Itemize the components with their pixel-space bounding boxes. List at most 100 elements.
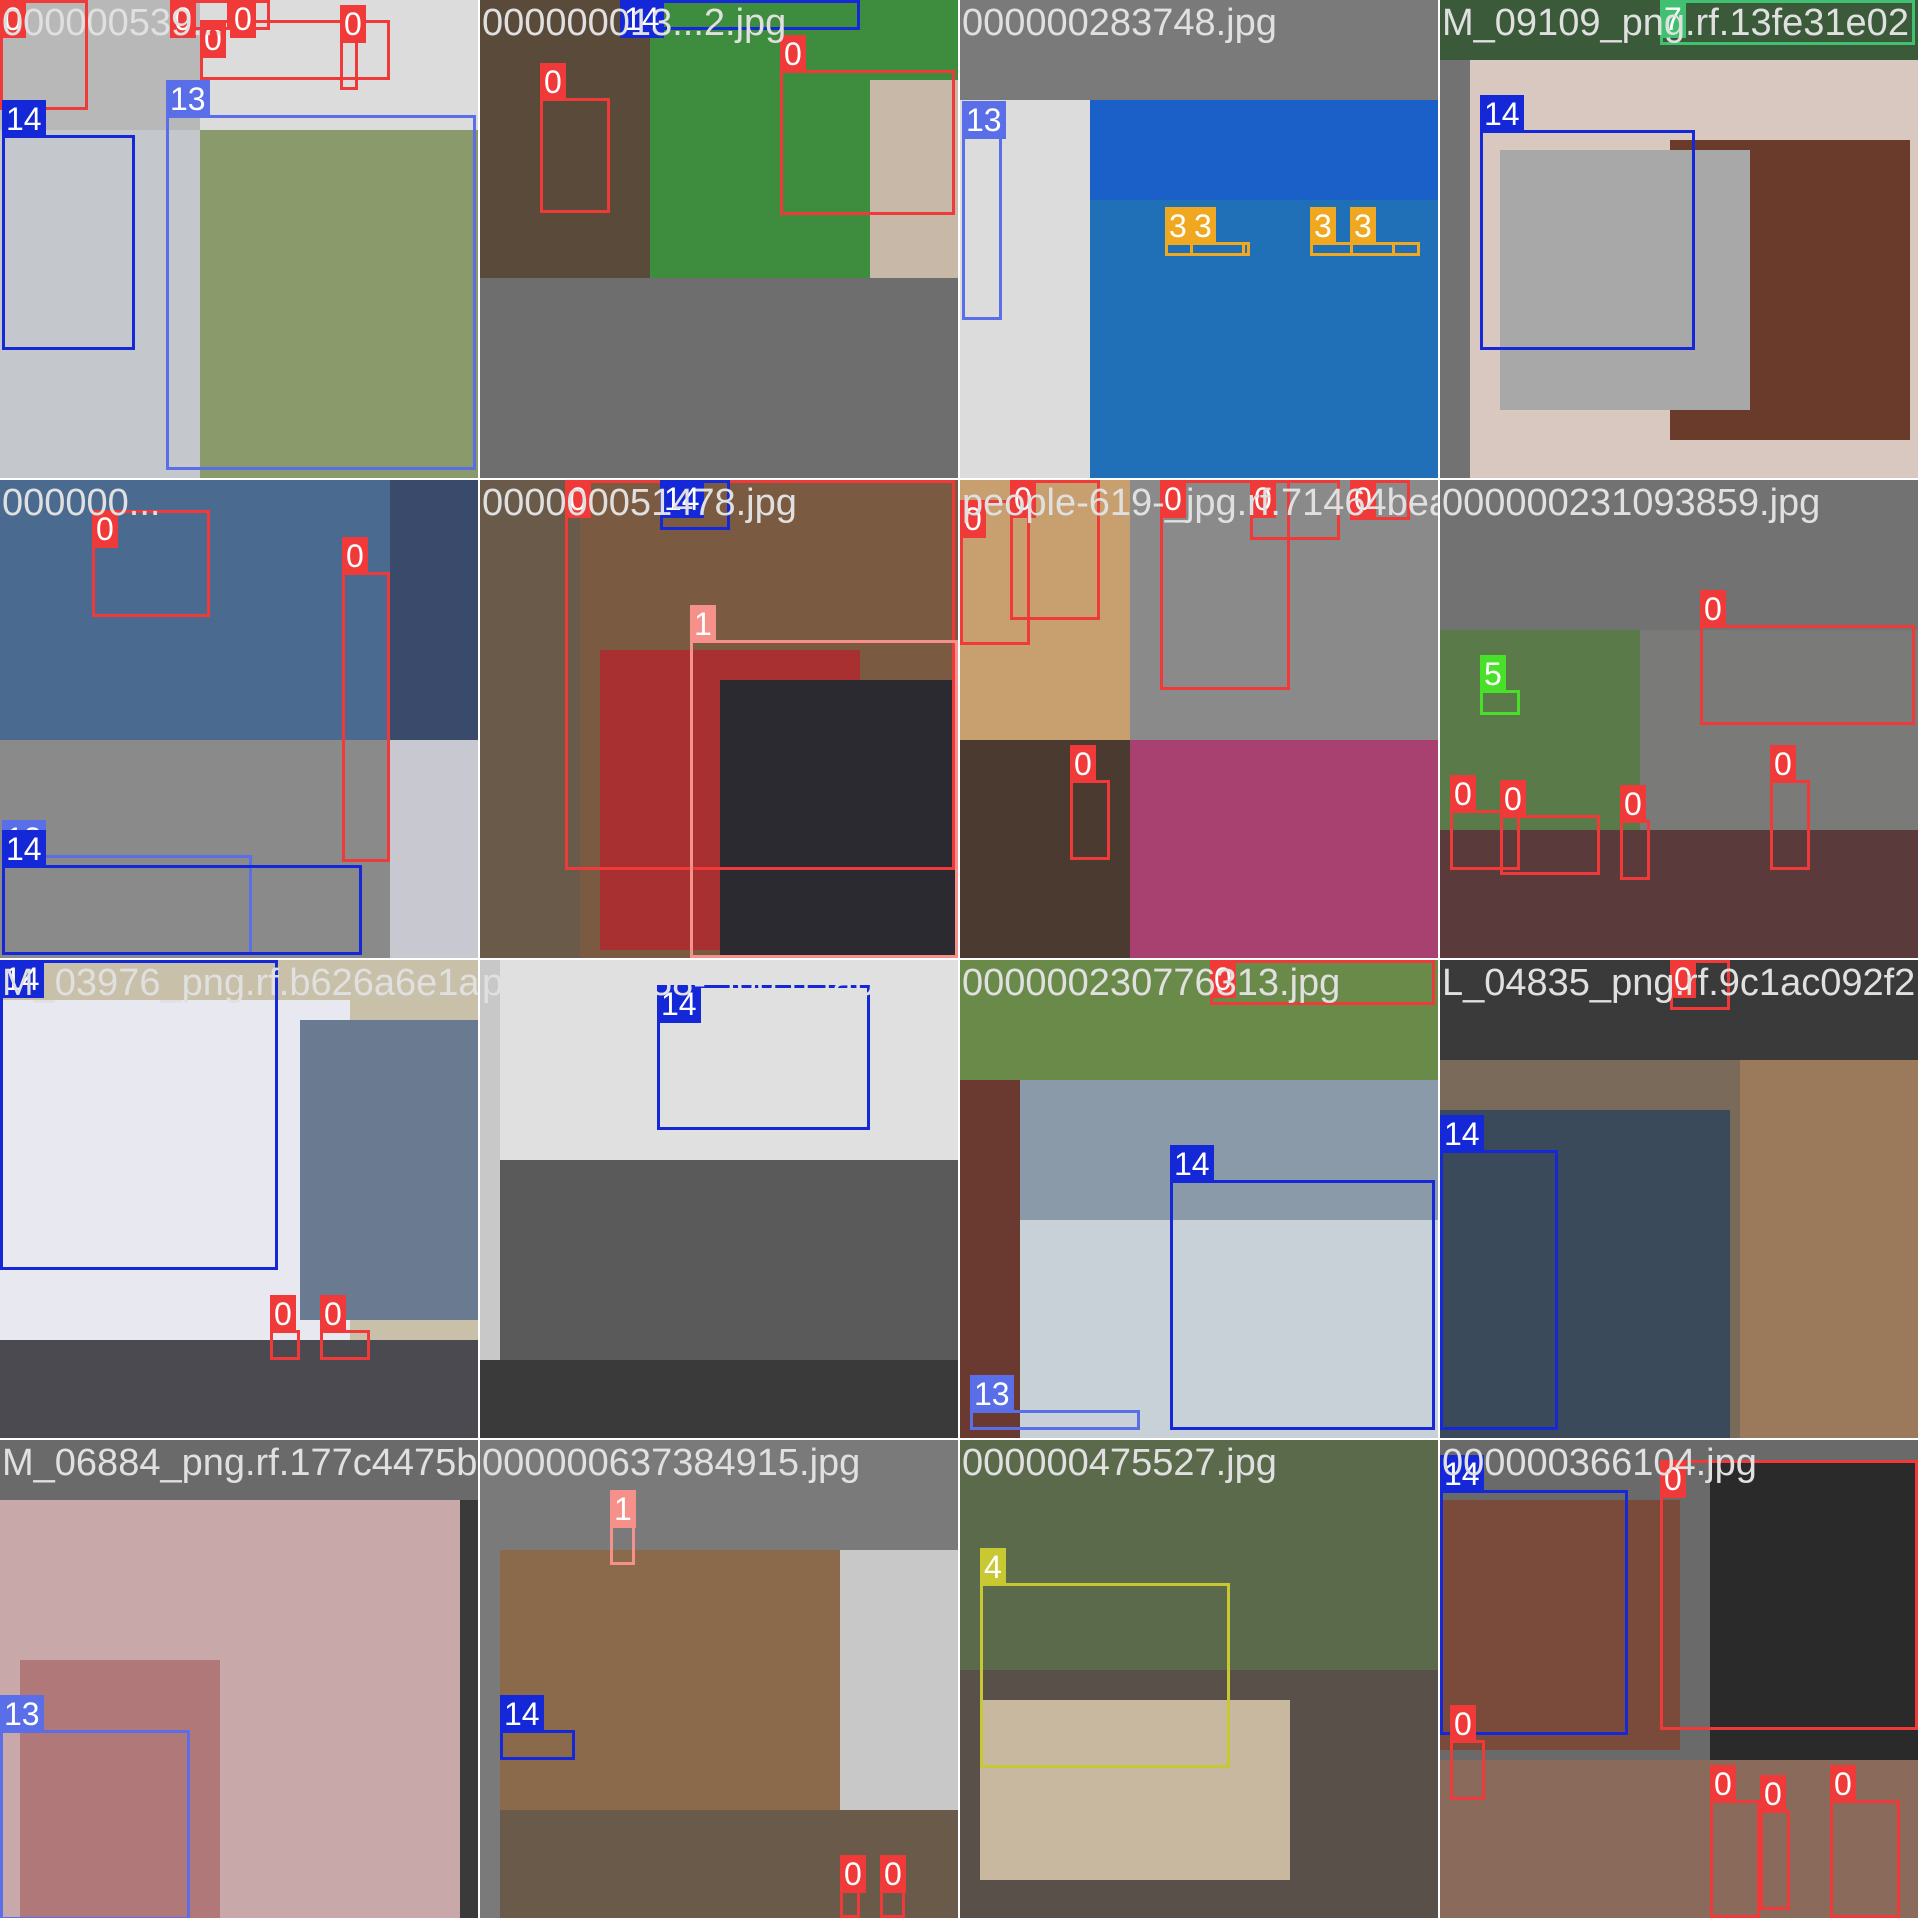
class-label: 14 xyxy=(1440,1115,1484,1153)
image-region xyxy=(300,1020,478,1320)
image-region xyxy=(20,1660,220,1918)
image-region xyxy=(1130,480,1438,740)
bounding-box: 1 xyxy=(690,605,958,958)
mosaic-tile: 0 1 14 000000051478.jpg xyxy=(480,480,958,958)
class-label: 1 xyxy=(610,1490,636,1528)
bounding-box: 14 xyxy=(2,830,362,955)
class-label: 14 xyxy=(500,1695,544,1733)
bounding-box: 0 xyxy=(960,500,1030,645)
mosaic-tile: 13 3 3 3 3 000000283748.jpg xyxy=(960,0,1438,478)
class-label: 0 xyxy=(230,0,256,38)
bounding-box: 0 xyxy=(200,20,390,80)
tile-filename: 000000230776313.jpg xyxy=(962,962,1341,1004)
class-label: 14 xyxy=(1170,1145,1214,1183)
class-label: 14 xyxy=(1480,95,1524,133)
image-region xyxy=(390,480,478,740)
bounding-box: 3 xyxy=(1190,207,1245,256)
class-label: 13 xyxy=(962,101,1006,139)
mosaic-tile: 001314000000... xyxy=(0,480,478,958)
bounding-box: 0 xyxy=(1670,960,1730,1010)
bounding-box: 7 xyxy=(1660,0,1915,45)
image-region xyxy=(960,100,1090,478)
class-label: 0 xyxy=(960,500,986,538)
class-label: 0 xyxy=(880,1855,906,1893)
mosaic-tile: 13 M_06884_png.rf.177c4475b... xyxy=(0,1440,478,1918)
image-region xyxy=(500,1160,958,1360)
mosaic-tile: 4 000000475527.jpg xyxy=(960,1440,1438,1918)
bounding-box: 14 xyxy=(1170,1145,1435,1430)
mosaic-tile: 0 0 0 0 0 0 people-619-_jpg.rf.71464bea... xyxy=(960,480,1438,958)
class-label: 0 xyxy=(270,1295,296,1333)
mosaic-tile: 14 0 L_04835_png.rf.9c1ac092f2 xyxy=(1440,960,1918,1438)
class-label: 14 xyxy=(1440,1455,1484,1493)
class-label: 0 xyxy=(1670,960,1696,998)
image-region xyxy=(870,80,958,278)
class-label: 4 xyxy=(980,1548,1006,1586)
class-label: 0 xyxy=(1710,1765,1736,1803)
image-region xyxy=(1130,740,1438,958)
bounding-box: 0 xyxy=(1760,1775,1790,1910)
bounding-box: 0 xyxy=(320,1295,370,1360)
class-label: 3 xyxy=(1190,207,1216,245)
class-label: 0 xyxy=(540,63,566,101)
class-label: 0 xyxy=(1620,785,1646,823)
class-label: 0 xyxy=(340,5,366,43)
image-region xyxy=(1020,1220,1438,1438)
image-region xyxy=(840,1550,958,1810)
bounding-box: 0 xyxy=(1350,480,1410,520)
bounding-box: 13 xyxy=(0,1695,190,1918)
image-region xyxy=(480,0,650,278)
image-region xyxy=(1090,100,1438,200)
bounding-box: 0 xyxy=(1450,775,1520,870)
bounding-box: 0 xyxy=(1830,1765,1900,1918)
class-label: 0 xyxy=(1660,1460,1686,1498)
tile-filename: L_04835_png.rf.9c1ac092f2 xyxy=(1442,962,1916,1004)
image-region xyxy=(1440,480,1918,630)
class-label: 14 xyxy=(657,985,701,1023)
bounding-box: 0 xyxy=(1700,590,1915,725)
bounding-box: 0 xyxy=(1210,960,1435,1005)
bounding-box: 0 xyxy=(1710,1765,1760,1918)
class-label: 0 xyxy=(200,20,226,58)
bounding-box: 0 xyxy=(1160,480,1290,690)
class-label: 0 xyxy=(1450,1705,1476,1743)
image-region xyxy=(720,680,958,958)
image-region xyxy=(960,740,1130,958)
image-region xyxy=(460,1500,478,1918)
image-region xyxy=(1020,1080,1438,1220)
image-region xyxy=(0,740,390,958)
class-label: 7 xyxy=(1660,0,1686,38)
image-region xyxy=(1710,1460,1918,1760)
image-region xyxy=(1090,200,1438,478)
class-label: 0 xyxy=(1010,480,1036,518)
class-label: 5 xyxy=(1480,655,1506,693)
tile-filename: M_03976_png.rf.b626a6e1a... xyxy=(2,962,478,1004)
image-region xyxy=(960,480,1130,740)
bounding-box: 0 xyxy=(170,0,230,38)
bounding-box: 0 xyxy=(340,5,366,90)
bounding-box: 0 xyxy=(270,1295,300,1360)
bounding-box: 0 xyxy=(92,510,210,617)
mosaic-tile: 14 0 0 000000013...2.jpg xyxy=(480,0,958,478)
bounding-box: 0 xyxy=(1250,480,1340,540)
bounding-box: 1 xyxy=(610,1490,636,1565)
tile-filename: M_09109_png.rf.13fe31e02 xyxy=(1442,2,1909,44)
image-region xyxy=(960,1440,1438,1670)
image-region xyxy=(0,480,390,740)
image-region xyxy=(500,1550,840,1810)
image-region xyxy=(480,1360,958,1438)
bounding-box: 0 xyxy=(780,35,955,215)
class-label: 3 xyxy=(1310,207,1336,245)
image-region xyxy=(1500,150,1750,410)
image-region xyxy=(390,740,478,958)
tile-filename: M_06884_png.rf.177c4475b... xyxy=(2,1442,478,1484)
image-region xyxy=(960,0,1438,100)
mosaic-tile: 5 0 0 0 0 0 000000231093859.jpg xyxy=(1440,480,1918,958)
bounding-box: 0 xyxy=(880,1855,906,1918)
class-label: 0 xyxy=(1770,745,1796,783)
bounding-box: 0 xyxy=(540,63,610,213)
bounding-box: 0 xyxy=(342,537,390,862)
image-region xyxy=(0,1340,478,1438)
tile-filename: 000000366104.jpg xyxy=(1442,1442,1757,1484)
